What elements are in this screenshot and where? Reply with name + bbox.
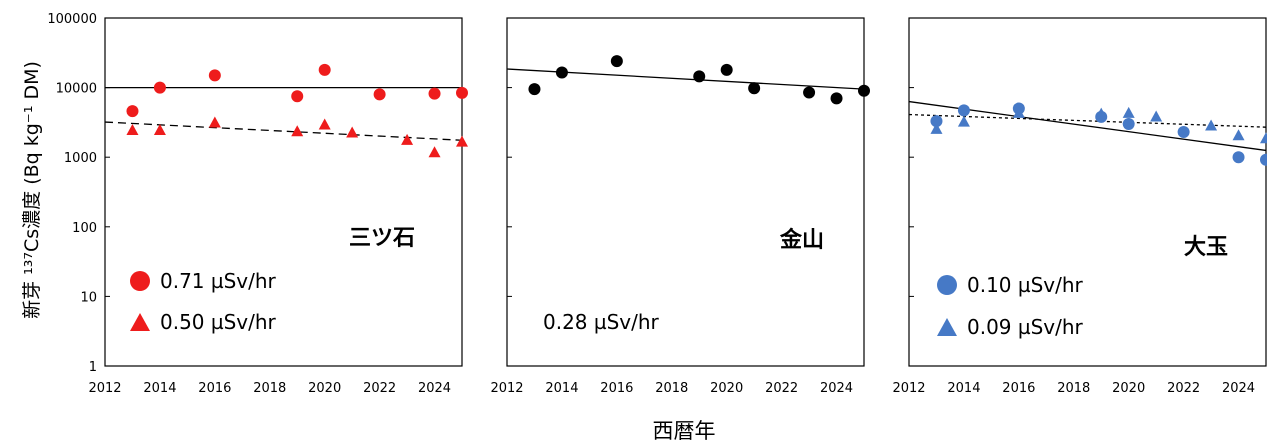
data-point-triangle <box>1150 110 1163 122</box>
data-point-circle <box>693 70 706 83</box>
y-tick-label: 1000 <box>64 151 97 166</box>
chart-panel: 2012 2014 2016 2018 2020 2022 2024 0.10 µSv/hr 0… <box>892 17 1267 396</box>
legend-label: 0.09 µSv/hr <box>967 315 1084 339</box>
data-point-triangle <box>153 124 166 136</box>
x-tick-label: 2024 <box>1222 381 1255 396</box>
x-tick-label: 2014 <box>545 381 578 396</box>
data-point-triangle <box>208 116 221 128</box>
y-axis-title: 新芽 ¹³⁷Cs濃度 (Bq kg⁻¹ DM) <box>21 61 43 319</box>
data-point-circle <box>1122 117 1135 130</box>
x-tick-label: 2016 <box>1002 381 1035 396</box>
y-tick-label: 100000 <box>47 12 97 27</box>
data-point-circle <box>1260 153 1267 166</box>
legend-marker-circle <box>937 275 957 295</box>
data-point-triangle <box>957 115 970 127</box>
plot-area-frame <box>104 17 463 367</box>
data-point-circle <box>930 115 943 128</box>
data-point-triangle <box>126 124 139 136</box>
y-tick-label: 100 <box>72 221 97 236</box>
data-point-circle <box>428 87 441 100</box>
panel-note: 0.28 µSv/hr <box>543 310 660 334</box>
data-point-circle <box>1177 126 1190 139</box>
y-tick-label: 10 <box>80 290 97 305</box>
panel-label: 金山 <box>779 227 824 253</box>
chart-panel: 1 10 100 1000 10000 100000 2012 2014 2016 2018 202… <box>47 12 468 396</box>
x-tick-label: 2018 <box>253 381 286 396</box>
panel-label: 大玉 <box>1184 235 1228 260</box>
panel-label: 三ツ石 <box>349 226 415 251</box>
data-point-triangle <box>1232 129 1245 141</box>
trendline <box>104 121 463 141</box>
legend-label: 0.10 µSv/hr <box>967 273 1084 297</box>
data-point-triangle <box>1260 132 1267 144</box>
plot-area-frame <box>908 17 1267 367</box>
y-tick-label: 10000 <box>56 82 97 97</box>
data-point-triangle <box>401 133 414 145</box>
y-tick-label: 1 <box>89 360 97 375</box>
x-tick-label: 2024 <box>820 381 853 396</box>
data-point-triangle <box>1205 119 1218 131</box>
x-tick-label: 2022 <box>1167 381 1200 396</box>
data-point-triangle <box>1012 106 1025 118</box>
data-point-circle <box>318 63 331 76</box>
legend-marker-triangle <box>937 318 957 336</box>
data-point-circle <box>153 81 166 94</box>
x-tick-label: 2012 <box>490 381 523 396</box>
legend-label: 0.71 µSv/hr <box>160 269 277 293</box>
data-point-circle <box>291 90 304 103</box>
data-point-circle <box>456 86 468 99</box>
data-point-circle <box>803 86 816 99</box>
data-point-circle <box>373 88 386 101</box>
x-tick-label: 2018 <box>1057 381 1090 396</box>
data-point-circle <box>126 105 139 118</box>
x-tick-label: 2012 <box>892 381 925 396</box>
data-point-circle <box>720 63 733 76</box>
data-point-circle <box>748 82 761 95</box>
x-tick-label: 2022 <box>363 381 396 396</box>
x-tick-label: 2018 <box>655 381 688 396</box>
x-tick-label: 2014 <box>143 381 176 396</box>
data-point-circle <box>1232 151 1245 164</box>
chart-panel: 2012 2014 2016 2018 2020 2022 2024 0.28 µSv/hr 金… <box>490 17 870 396</box>
data-point-circle <box>528 83 541 96</box>
x-tick-label: 2020 <box>308 381 341 396</box>
x-tick-label: 2016 <box>600 381 633 396</box>
data-point-triangle <box>428 146 441 158</box>
data-point-circle <box>858 84 870 97</box>
x-axis-title: 西暦年 <box>653 419 716 443</box>
data-point-triangle <box>1122 106 1135 118</box>
data-point-circle <box>610 55 623 68</box>
legend-marker-circle <box>130 271 150 291</box>
data-point-circle <box>555 66 568 79</box>
data-point-circle <box>830 92 843 105</box>
plot-area-frame <box>506 17 865 367</box>
data-point-triangle <box>346 126 359 138</box>
x-tick-label: 2012 <box>88 381 121 396</box>
x-tick-label: 2024 <box>418 381 451 396</box>
x-tick-label: 2022 <box>765 381 798 396</box>
x-tick-label: 2020 <box>1112 381 1145 396</box>
legend-marker-triangle <box>130 313 150 331</box>
data-point-triangle <box>930 122 943 134</box>
data-point-circle <box>208 69 221 82</box>
legend-label: 0.50 µSv/hr <box>160 310 277 334</box>
x-tick-label: 2016 <box>198 381 231 396</box>
data-point-circle <box>957 104 970 117</box>
data-point-triangle <box>318 118 331 130</box>
x-tick-label: 2014 <box>947 381 980 396</box>
data-point-triangle <box>1095 107 1108 119</box>
x-tick-label: 2020 <box>710 381 743 396</box>
data-point-triangle <box>456 135 468 147</box>
data-point-triangle <box>291 125 304 137</box>
